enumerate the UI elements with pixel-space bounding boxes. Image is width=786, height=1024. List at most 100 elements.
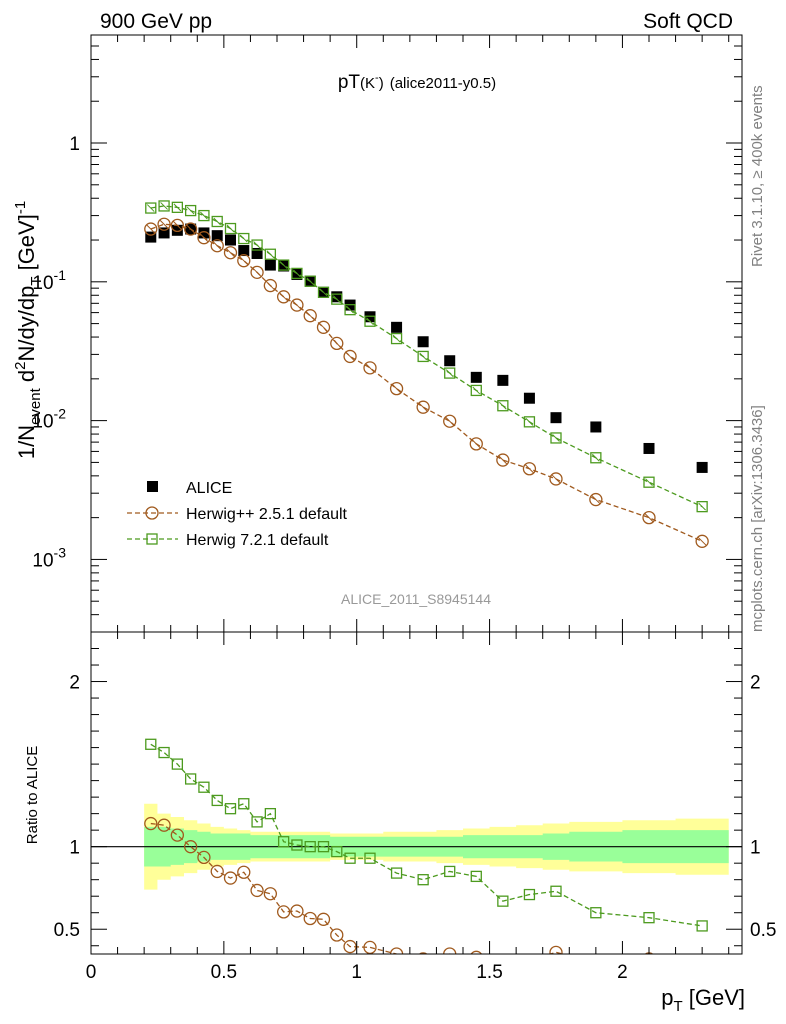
herwig7-point-tick (146, 204, 155, 212)
herwigpp-point-tick (252, 267, 262, 277)
alice-point (198, 227, 210, 239)
ratio-herwig7-point (171, 758, 184, 770)
herwig7-point-tick (419, 352, 427, 361)
herwigpp-point (522, 462, 537, 476)
ratio-herwigpp-point (144, 816, 158, 831)
ratio-y-tick-label-right: 2 (750, 673, 761, 694)
alice-point (238, 245, 250, 257)
herwig7-point-tick (332, 295, 341, 304)
herwigpp-point-tick (644, 513, 654, 522)
herwig7-point-tick (592, 453, 600, 462)
ratio-herwig7-point (277, 836, 290, 848)
herwig7-point (158, 200, 170, 212)
herwig7-point (364, 315, 376, 327)
ratio-herwigpp-point (316, 912, 331, 926)
ratio-herwig7-point (523, 888, 536, 901)
herwig7-point (291, 267, 303, 280)
alice-point (278, 260, 290, 272)
ratio-herwig7-point (550, 885, 562, 897)
legend: ALICE Herwig++ 2.5.1 default Herwig 7.2.… (127, 480, 348, 549)
herwigpp-point-tick (418, 402, 428, 412)
legend-label-alice: ALICE (186, 480, 232, 497)
herwig7-point-tick (445, 369, 454, 377)
ratio-herwig7-point (364, 852, 376, 864)
main-panel: 10-3 10-2 10-1 1 (32, 34, 743, 633)
ratio-y-tick-label-right: 1 (750, 838, 761, 859)
legend-marker-herwig7 (146, 533, 158, 545)
alice-point (523, 392, 535, 404)
herwig7-point-tick (346, 305, 354, 314)
ratio-herwigpp-point (157, 818, 171, 832)
ratio-herwig7-point (291, 839, 303, 851)
alice-point (696, 461, 708, 473)
ratio-herwig7-point (145, 738, 157, 750)
herwig7-point (224, 222, 237, 235)
ratio-herwigpp-point (443, 947, 457, 954)
herwigpp-point-tick (471, 439, 481, 449)
ratio-herwig7-point (444, 865, 456, 878)
herwigpp-point (316, 320, 331, 334)
herwigpp-point-tick (146, 224, 156, 234)
herwig7-point (497, 400, 509, 412)
herwigpp-point-tick (525, 464, 534, 474)
rivet-label: Rivet 3.1.10, ≥ 400k events (749, 85, 766, 267)
ratio-herwig7-point (497, 895, 509, 907)
ratio-frame (90, 631, 743, 955)
herwig7-point (696, 500, 708, 513)
legend-marker-alice (147, 481, 158, 492)
herwig7-point (390, 332, 403, 345)
ratio-herwig7-point (184, 773, 197, 785)
herwigpp-point (144, 222, 158, 236)
herwig7-point-tick (366, 317, 374, 326)
ratio-herwig7-point (264, 807, 277, 820)
herwigpp-point (157, 217, 171, 231)
herwigpp-point-tick (279, 292, 288, 302)
alice-point (643, 442, 655, 454)
alice-point (331, 291, 343, 303)
alice-point (550, 412, 562, 424)
ratio-herwigpp-point (330, 928, 344, 942)
herwigpp-point-tick (591, 495, 601, 504)
alice-point (225, 234, 236, 246)
herwigpp-point-tick (445, 416, 455, 426)
herwig7-point (417, 350, 429, 363)
ratio-herwigpp-point (418, 952, 428, 954)
herwigpp-point-tick (239, 256, 249, 266)
herwigpp-point-tick (332, 339, 342, 348)
herwigpp-point-tick (498, 455, 508, 465)
y-tick-label-main: 10-1 (32, 267, 66, 294)
x-axis-label: pT [GeV] (661, 985, 745, 1015)
ratio-herwig7-point (331, 845, 343, 858)
ratio-herwig7-point (251, 816, 263, 828)
ratio-herwigpp-point (263, 887, 278, 901)
herwigpp-point (496, 453, 510, 467)
herwigpp-point-tick (266, 281, 275, 290)
ratio-herwig7-point (696, 920, 708, 932)
herwig7-point (171, 201, 184, 213)
herwig7-point (145, 202, 157, 214)
alice-point (417, 336, 429, 348)
herwig7-point (304, 275, 316, 287)
herwig7-point-tick (698, 502, 706, 511)
ratio-herwig7-point (390, 867, 403, 879)
herwig7-point-tick (160, 202, 168, 210)
herwig7-point (238, 232, 250, 245)
alice-point (251, 247, 263, 259)
herwig7-point-tick (279, 261, 288, 269)
ratio-herwigpp-point (590, 956, 602, 968)
header-right: Soft QCD (643, 10, 733, 33)
ratio-panel: 0 0.5 1 1.5 2 0.5 0.5 1 1 2 2 (54, 631, 776, 983)
herwigpp-point (250, 265, 264, 279)
herwigpp-point-tick (365, 363, 375, 373)
ratio-y-tick-label-left: 2 (69, 673, 80, 694)
herwig7-point (643, 476, 655, 488)
ratio-herwigpp-point (696, 958, 708, 970)
herwigpp-point (263, 278, 278, 293)
ratio-herwigpp-point (210, 864, 224, 879)
alice-point (145, 231, 157, 243)
alice-point (470, 371, 482, 383)
ratio-herwigpp-point (170, 828, 185, 842)
alice-point (590, 421, 602, 433)
herwig7-point (344, 304, 356, 316)
herwigpp-point-tick (159, 219, 169, 229)
